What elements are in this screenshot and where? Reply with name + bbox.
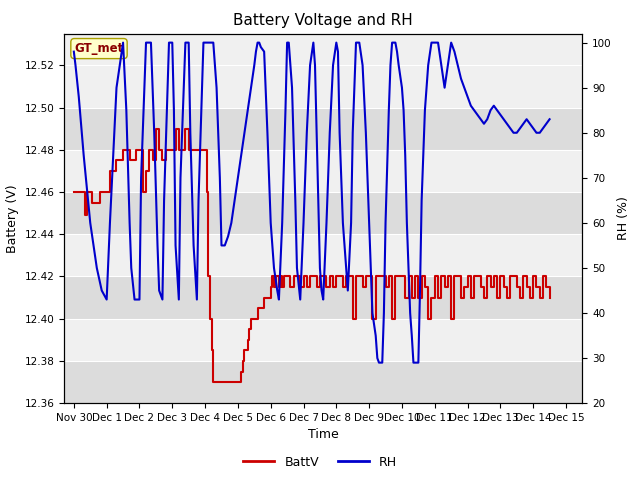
Bar: [64, 361, 582, 403]
Bar: [64, 276, 582, 319]
Bar: [64, 108, 582, 150]
Bar: [64, 192, 582, 234]
Title: Battery Voltage and RH: Battery Voltage and RH: [234, 13, 413, 28]
X-axis label: Time: Time: [308, 429, 339, 442]
Text: GT_met: GT_met: [74, 42, 124, 55]
Legend: BattV, RH: BattV, RH: [238, 451, 402, 474]
Y-axis label: RH (%): RH (%): [618, 196, 630, 240]
Y-axis label: Battery (V): Battery (V): [6, 184, 19, 252]
